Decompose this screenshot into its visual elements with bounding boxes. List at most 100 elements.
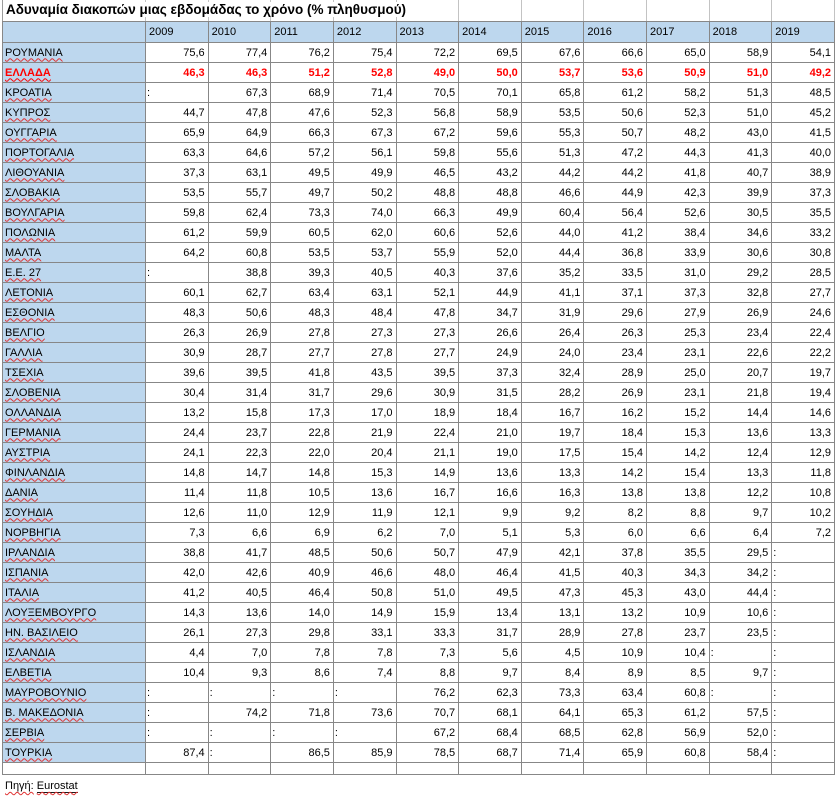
country-name-cell[interactable]: ΙΣΛΑΝΔΙΑ: [2, 642, 146, 663]
value-cell[interactable]: 38,9: [771, 162, 835, 183]
value-cell[interactable]: :: [270, 682, 334, 703]
value-cell[interactable]: 26,9: [583, 382, 647, 403]
country-name-cell[interactable]: ΛΙΘΟΥΑΝΙΑ: [2, 162, 146, 183]
value-cell[interactable]: :: [771, 702, 835, 723]
value-cell[interactable]: 47,9: [458, 542, 522, 563]
value-cell[interactable]: 39,6: [145, 362, 209, 383]
country-name-cell[interactable]: ΠΟΡΤΟΓΑΛΙΑ: [2, 142, 146, 163]
value-cell[interactable]: 8,2: [583, 502, 647, 523]
value-cell[interactable]: 86,5: [270, 742, 334, 763]
value-cell[interactable]: 27,8: [270, 322, 334, 343]
value-cell[interactable]: 13,6: [332, 482, 397, 503]
value-cell[interactable]: 27,3: [395, 322, 460, 343]
value-cell[interactable]: 26,1: [145, 622, 209, 643]
value-cell[interactable]: 60,8: [646, 682, 710, 703]
value-cell[interactable]: 48,3: [270, 302, 334, 323]
country-name-cell[interactable]: ΗΝ. ΒΑΣΙΛΕΙΟ: [2, 622, 146, 643]
value-cell[interactable]: 34,7: [458, 302, 522, 323]
value-cell[interactable]: 47,6: [270, 102, 334, 123]
value-cell[interactable]: 14,2: [646, 442, 710, 463]
country-name-cell[interactable]: ΤΣΕΧΙΑ: [2, 362, 146, 383]
value-cell[interactable]: 27,3: [332, 322, 397, 343]
value-cell[interactable]: 7,0: [207, 642, 272, 663]
value-cell[interactable]: 44,2: [583, 162, 647, 183]
value-cell[interactable]: 12,9: [270, 502, 334, 523]
value-cell[interactable]: 8,8: [395, 662, 460, 683]
value-cell[interactable]: 52,3: [332, 102, 397, 123]
year-header-cell[interactable]: 2011: [270, 21, 334, 43]
value-cell[interactable]: 50,2: [332, 182, 397, 203]
value-cell[interactable]: 51,3: [520, 142, 585, 163]
value-cell[interactable]: 11,0: [207, 502, 272, 523]
value-cell[interactable]: 40,3: [583, 562, 647, 583]
value-cell[interactable]: 10,9: [583, 642, 647, 663]
country-name-cell[interactable]: ΟΛΛΑΝΔΙΑ: [2, 402, 146, 423]
value-cell[interactable]: 67,3: [332, 122, 397, 143]
value-cell[interactable]: 67,2: [395, 122, 460, 143]
value-cell[interactable]: 70,7: [395, 702, 460, 723]
value-cell[interactable]: 15,4: [583, 442, 647, 463]
value-cell[interactable]: 60,1: [145, 282, 209, 303]
value-cell[interactable]: 37,3: [771, 182, 835, 203]
value-cell[interactable]: 56,8: [395, 102, 460, 123]
value-cell[interactable]: 12,2: [708, 482, 773, 503]
value-cell[interactable]: 68,9: [270, 82, 334, 103]
value-cell[interactable]: 22,2: [771, 342, 835, 363]
value-cell[interactable]: 8,9: [583, 662, 647, 683]
value-cell[interactable]: 49,9: [458, 202, 522, 223]
value-cell[interactable]: 10,5: [270, 482, 334, 503]
value-cell[interactable]: 67,3: [207, 82, 272, 103]
value-cell[interactable]: 43,0: [646, 582, 710, 603]
value-cell[interactable]: 85,9: [332, 742, 397, 763]
value-cell[interactable]: 14,2: [583, 462, 647, 483]
value-cell[interactable]: 12,9: [771, 442, 835, 463]
value-cell[interactable]: 10,2: [771, 502, 835, 523]
value-cell[interactable]: 30,5: [708, 202, 773, 223]
value-cell[interactable]: 57,5: [708, 702, 773, 723]
value-cell[interactable]: 48,8: [395, 182, 460, 203]
value-cell[interactable]: 19,0: [458, 442, 522, 463]
value-cell[interactable]: :: [145, 682, 209, 703]
value-cell[interactable]: 57,2: [270, 142, 334, 163]
value-cell[interactable]: 58,2: [646, 82, 710, 103]
year-header-cell[interactable]: 2019: [771, 21, 835, 43]
value-cell[interactable]: 23,5: [708, 622, 773, 643]
value-cell[interactable]: 41,3: [708, 142, 773, 163]
value-cell[interactable]: 60,4: [520, 202, 585, 223]
country-column-header[interactable]: [2, 21, 146, 43]
value-cell[interactable]: 31,9: [520, 302, 585, 323]
value-cell[interactable]: 30,4: [145, 382, 209, 403]
value-cell[interactable]: 55,9: [395, 242, 460, 263]
year-header-cell[interactable]: 2015: [520, 21, 585, 43]
value-cell[interactable]: 37,3: [145, 162, 209, 183]
value-cell[interactable]: 13,8: [646, 482, 710, 503]
value-cell[interactable]: 59,6: [458, 122, 522, 143]
value-cell[interactable]: 24,0: [520, 342, 585, 363]
value-cell[interactable]: 8,6: [270, 662, 334, 683]
value-cell[interactable]: :: [145, 262, 209, 283]
value-cell[interactable]: 23,7: [646, 622, 710, 643]
country-name-cell[interactable]: ΒΟΥΛΓΑΡΙΑ: [2, 202, 146, 223]
value-cell[interactable]: 54,1: [771, 42, 835, 63]
value-cell[interactable]: 38,8: [207, 262, 272, 283]
country-name-cell[interactable]: ΛΟΥΞΕΜΒΟΥΡΓΟ: [2, 602, 146, 623]
value-cell[interactable]: 76,2: [395, 682, 460, 703]
value-cell[interactable]: 32,4: [520, 362, 585, 383]
value-cell[interactable]: 50,9: [646, 62, 710, 83]
value-cell[interactable]: 60,8: [646, 742, 710, 763]
value-cell[interactable]: 18,4: [458, 402, 522, 423]
country-name-cell[interactable]: ΟΥΓΓΑΡΙΑ: [2, 122, 146, 143]
value-cell[interactable]: 29,8: [270, 622, 334, 643]
value-cell[interactable]: 52,8: [332, 62, 397, 83]
value-cell[interactable]: 27,7: [270, 342, 334, 363]
value-cell[interactable]: 31,5: [458, 382, 522, 403]
value-cell[interactable]: 13,4: [458, 602, 522, 623]
value-cell[interactable]: 11,9: [332, 502, 397, 523]
value-cell[interactable]: 48,8: [458, 182, 522, 203]
value-cell[interactable]: 53,5: [520, 102, 585, 123]
value-cell[interactable]: 42,6: [207, 562, 272, 583]
value-cell[interactable]: :: [332, 682, 397, 703]
value-cell[interactable]: 42,0: [145, 562, 209, 583]
value-cell[interactable]: 55,7: [207, 182, 272, 203]
value-cell[interactable]: 71,4: [332, 82, 397, 103]
